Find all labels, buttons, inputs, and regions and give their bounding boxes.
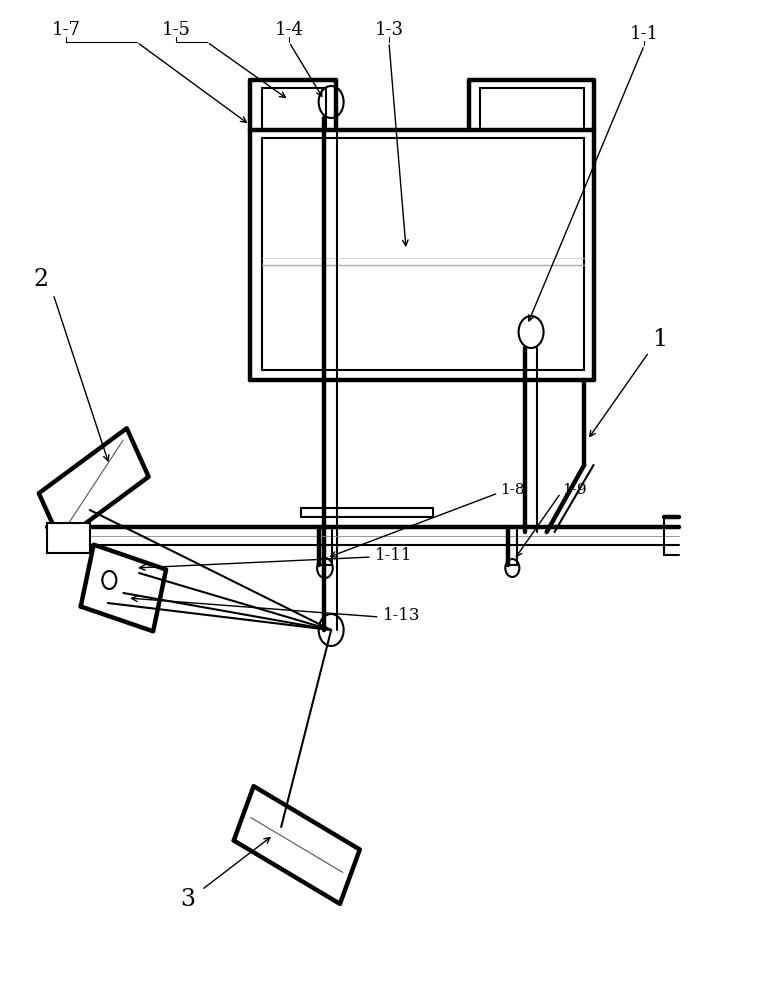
Text: 1-3: 1-3	[374, 21, 404, 39]
Text: 1-13: 1-13	[383, 606, 420, 624]
Text: 1: 1	[652, 328, 668, 352]
Text: 1-4: 1-4	[275, 21, 303, 39]
Text: 1-11: 1-11	[375, 546, 412, 564]
Bar	[47, 523, 90, 553]
Text: 1-1: 1-1	[629, 25, 659, 43]
Text: 3: 3	[180, 888, 195, 912]
Text: 1-8: 1-8	[500, 483, 524, 497]
Text: 2: 2	[33, 268, 48, 292]
Text: 1-9: 1-9	[562, 483, 587, 497]
Text: 1-5: 1-5	[162, 21, 190, 39]
Text: 1-7: 1-7	[52, 21, 80, 39]
